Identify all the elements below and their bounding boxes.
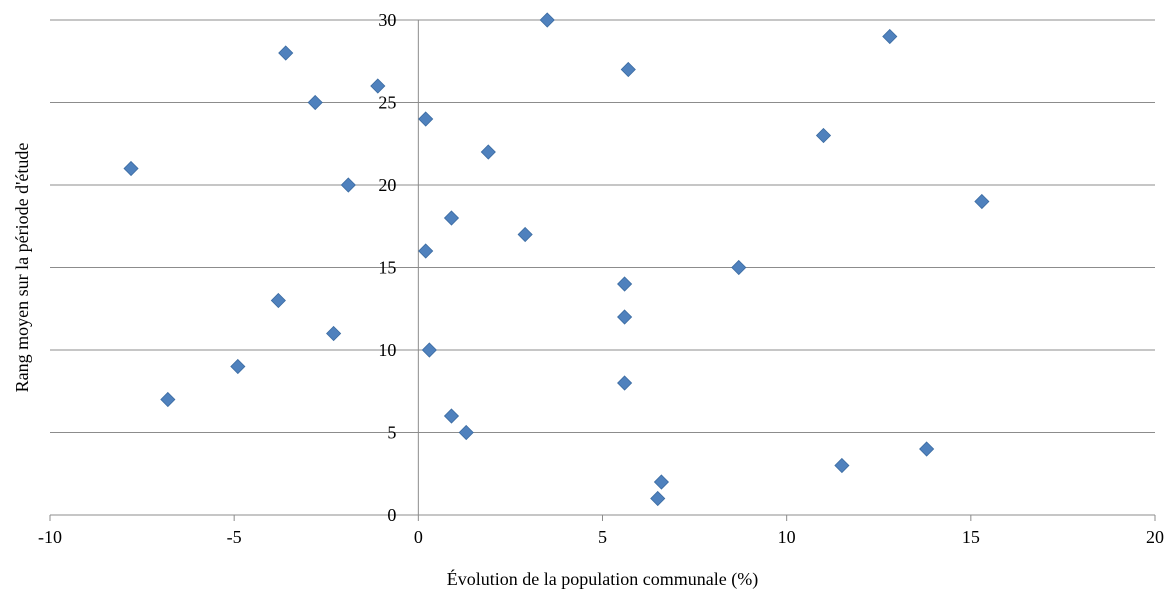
data-point	[653, 474, 669, 490]
data-point	[974, 193, 990, 210]
data-point	[123, 160, 139, 177]
x-tick-label: 0	[414, 527, 423, 547]
data-point	[458, 424, 474, 441]
data-point	[480, 144, 496, 160]
data-point	[617, 309, 633, 325]
axes	[49, 19, 1156, 521]
y-tick-label: 15	[378, 258, 396, 278]
data-point	[230, 358, 246, 375]
gridlines	[50, 19, 1155, 433]
x-tick-label: -5	[227, 527, 242, 547]
data-points	[123, 12, 990, 507]
x-tick-label: 15	[962, 527, 980, 547]
x-tick-label: -10	[38, 527, 62, 547]
x-tick-label: 20	[1146, 527, 1164, 547]
y-tick-label: 20	[378, 175, 396, 195]
x-tick-label: 5	[598, 527, 607, 547]
y-tick-label: 25	[378, 93, 396, 113]
data-point	[421, 342, 437, 358]
data-point	[418, 111, 434, 127]
data-point	[539, 12, 555, 28]
y-tick-label: 10	[378, 340, 396, 360]
data-point	[650, 490, 666, 507]
x-tick-label: 10	[778, 527, 796, 547]
y-tick-label: 5	[387, 423, 396, 443]
y-tick-label: 30	[378, 10, 396, 30]
data-point	[370, 78, 386, 94]
data-point	[620, 61, 636, 78]
data-point	[418, 243, 434, 259]
data-point	[443, 408, 460, 424]
data-point	[307, 94, 323, 111]
data-point	[326, 325, 342, 342]
data-point	[160, 391, 176, 408]
data-point	[270, 292, 286, 309]
data-point	[517, 226, 533, 243]
data-point	[617, 276, 633, 292]
data-point	[443, 210, 460, 226]
data-point	[340, 177, 356, 193]
data-point	[278, 45, 294, 61]
tick-labels: -10 -5 0 5 10 15 20 0 5 10 15 20 25 30	[38, 10, 1164, 547]
y-tick-label: 0	[387, 505, 396, 525]
data-point	[882, 28, 898, 45]
data-point	[731, 259, 747, 276]
y-axis-title: Rang moyen sur la période d'étude	[12, 143, 32, 393]
data-point	[815, 127, 832, 144]
data-point	[617, 375, 633, 391]
x-axis-title: Évolution de la population communale (%)	[447, 568, 758, 590]
data-point	[919, 441, 935, 457]
data-point	[834, 457, 850, 474]
